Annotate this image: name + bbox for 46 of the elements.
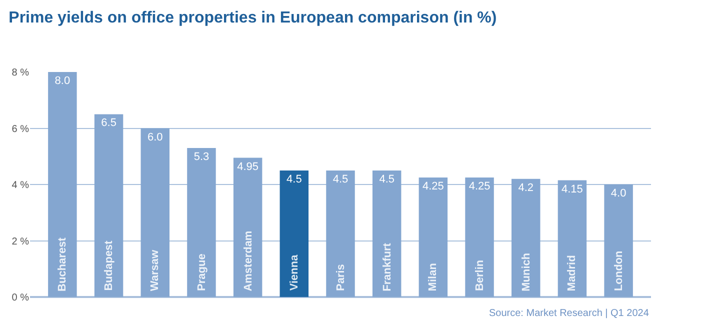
data-label: 4.25 [468,180,490,192]
y-tick-label: 4 % [12,180,30,191]
data-label: 4.15 [562,183,583,196]
bar [418,177,448,297]
x-tick-label: Vienna [288,254,301,291]
x-tick-label: Budapest [102,240,115,291]
data-label: 8.0 [54,75,70,87]
data-label: 4.25 [422,180,444,192]
x-tick-label: Milan [427,262,440,292]
x-tick-label: Madrid [566,255,578,292]
source-note: Source: Market Research | Q1 2024 [489,308,650,319]
data-label: 4.5 [332,173,348,186]
x-tick-label: Prague [196,254,208,291]
bar [48,72,77,297]
bar [280,170,309,297]
bar [94,114,124,297]
x-tick-label: London [613,250,626,292]
x-tick-label: Berlin [474,260,486,292]
chart-title: Prime yields on office properties in European comparison (in %) [8,10,497,27]
y-tick-label: 6 % [12,124,30,135]
x-tick-label: Munich [520,252,532,292]
data-label: 5.3 [194,150,210,163]
data-label: 4.95 [237,160,259,173]
bar [187,148,216,297]
bar [604,184,633,297]
bar [233,158,262,297]
y-tick-label: 0 % [12,292,30,304]
x-tick-label: Amsterdam [242,230,254,292]
bar [140,128,170,297]
data-label: 6.5 [101,117,116,130]
x-tick-label: Bucharest [56,237,68,292]
x-tick-label: Warsaw [149,250,162,292]
data-label: 6.0 [147,131,163,144]
y-tick-label: 8 % [12,68,30,78]
x-tick-label: Paris [335,264,347,291]
data-label: 4.2 [518,182,534,194]
y-tick-label: 2 % [12,236,30,248]
bar [372,170,402,297]
bar [465,177,494,297]
data-label: 4.5 [379,173,394,186]
bar [558,180,587,297]
data-label: 4.5 [286,173,302,186]
bar [326,170,355,297]
data-label: 4.0 [610,188,626,200]
bar [512,178,540,297]
x-tick-label: Frankfurt [381,242,394,292]
